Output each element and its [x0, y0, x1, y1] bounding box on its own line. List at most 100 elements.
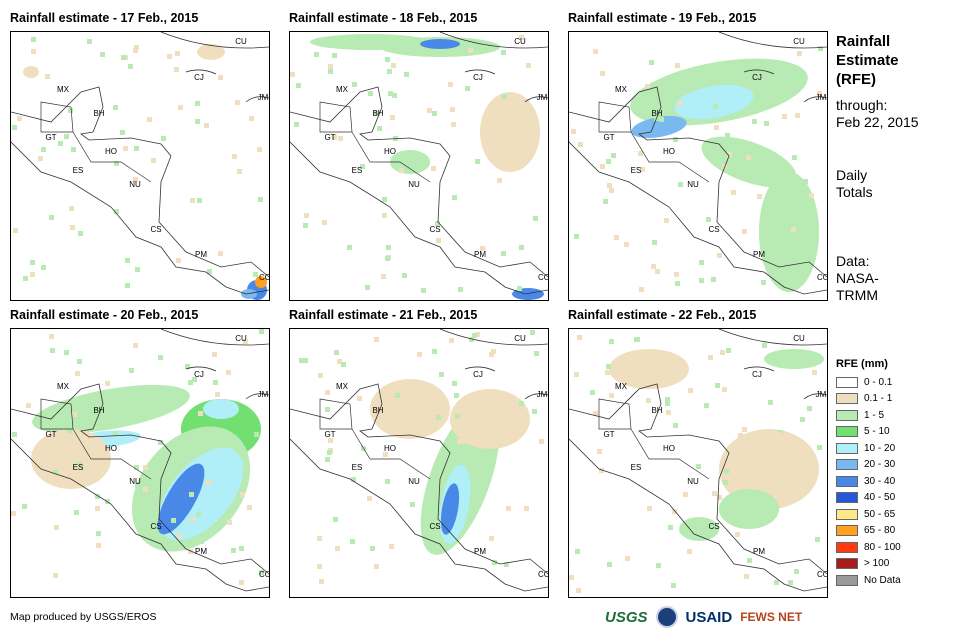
rainfall-pixel — [733, 144, 738, 149]
map-canvas: MX BH GT HO ES NU CS PM CO CU CJ JM — [569, 329, 827, 593]
country-label: NU — [687, 180, 699, 189]
rainfall-pixel — [519, 245, 524, 250]
rainfall-pixel — [712, 491, 717, 496]
rainfall-pixel — [699, 260, 704, 265]
rainfall-pixel — [668, 525, 673, 530]
rainfall-pixel — [177, 533, 182, 538]
country-label: JM — [537, 390, 548, 399]
rainfall-pixel — [134, 465, 139, 470]
rainfall-pixel — [12, 432, 17, 437]
rainfall-pixel — [143, 465, 148, 470]
rainfall-pixel — [792, 155, 797, 160]
rainfall-pixel — [450, 107, 455, 112]
doi-seal-icon — [655, 606, 678, 628]
rainfall-pixel — [382, 213, 387, 218]
legend-label: > 100 — [864, 558, 890, 570]
rainfall-pixel — [468, 517, 473, 522]
caribbean-coastline — [11, 383, 269, 575]
rainfall-pixel — [68, 108, 73, 113]
country-label: CS — [429, 225, 440, 234]
rainfall-pixel — [325, 457, 330, 462]
legend-item: No Data — [836, 572, 901, 589]
rainfall-pixel — [807, 406, 812, 411]
rainfall-pixel — [656, 563, 661, 568]
country-label: CO — [817, 273, 827, 282]
rainfall-pixel — [435, 221, 440, 226]
country-label: CJ — [752, 370, 762, 379]
rainfall-pixel — [374, 337, 379, 342]
rainfall-pixel — [171, 518, 176, 523]
rainfall-pixel — [638, 151, 643, 156]
rainfall-pixel — [723, 480, 728, 485]
rainfall-pixel — [158, 355, 163, 360]
map-canvas: MX BH GT HO ES NU CS PM CO CU CJ JM — [569, 32, 827, 295]
rainfall-pixel — [341, 362, 346, 367]
island-coastlines — [718, 329, 827, 400]
rainfall-pixel — [782, 114, 787, 119]
rainfall-pixel — [325, 390, 330, 395]
rainfall-pixel — [374, 564, 379, 569]
country-label: BH — [651, 406, 662, 415]
rainfall-pixel — [125, 283, 130, 288]
rainfall-pixel — [497, 178, 502, 183]
rainfall-pixel — [197, 198, 202, 203]
country-label: JM — [537, 93, 548, 102]
rainfall-pixel — [757, 194, 762, 199]
rainfall-pixel — [317, 536, 322, 541]
rainfall-pixel — [675, 63, 680, 68]
rainfall-pixel — [597, 449, 602, 454]
panel-title: Rainfall estimate - 19 Feb., 2015 — [568, 11, 757, 25]
rainfall-pixel — [683, 492, 688, 497]
legend-item: 5 - 10 — [836, 424, 901, 441]
rainfall-pixel — [533, 216, 538, 221]
rainfall-pixel — [133, 48, 138, 53]
rainfall-area — [197, 44, 225, 60]
rainfall-pixel — [190, 198, 195, 203]
map-canvas: MX BH GT HO ES NU CS PM CO CU CJ JM — [290, 32, 548, 300]
usgs-logo: USGS — [605, 609, 648, 626]
rainfall-pixel — [571, 129, 576, 134]
rainfall-pixel — [577, 335, 582, 340]
rainfall-pixel — [519, 401, 524, 406]
rainfall-map: MX BH GT HO ES NU CS PM CO CU CJ JM — [289, 31, 549, 301]
rainfall-area — [679, 517, 719, 541]
rainfall-area — [157, 463, 205, 535]
rainfall-pixel — [451, 122, 456, 127]
rainfall-pixel — [218, 251, 223, 256]
rainfall-pixel — [454, 393, 459, 398]
rainfall-pixel — [72, 412, 77, 417]
country-label: BH — [372, 406, 383, 415]
rainfall-pixel — [189, 492, 194, 497]
rainfall-pixel — [569, 575, 574, 580]
map-canvas: MX BH GT HO ES NU CS PM CO CU CJ JM — [11, 32, 269, 300]
rfe-legend: RFE (mm) 0 - 0.1 0.1 - 1 1 - 5 5 - 10 10 - 2… — [836, 358, 901, 589]
legend-swatch — [836, 442, 858, 454]
data-line: TRMM — [836, 287, 878, 303]
rainfall-pixel — [688, 388, 693, 393]
country-label: ES — [631, 463, 642, 472]
legend-swatch — [836, 376, 858, 388]
rainfall-pixel — [96, 543, 101, 548]
rainfall-pixel — [762, 343, 767, 348]
rainfall-pixel — [576, 588, 581, 593]
usgs-logo-text: USGS — [605, 608, 648, 626]
rainfall-pixel — [234, 438, 239, 443]
panel-title: Rainfall estimate - 17 Feb., 2015 — [10, 11, 199, 25]
rainfall-pixel — [386, 245, 391, 250]
rainfall-pixel — [54, 525, 59, 530]
rainfall-area — [609, 349, 689, 389]
legend-item: 10 - 20 — [836, 440, 901, 457]
rainfall-pixel — [532, 409, 537, 414]
rainfall-area — [370, 379, 450, 439]
rainfall-pixel — [347, 245, 352, 250]
rainfall-pixel — [123, 146, 128, 151]
rainfall-pixel — [524, 506, 529, 511]
rainfall-pixel — [190, 517, 195, 522]
rainfall-pixel — [390, 115, 395, 120]
rainfall-pixel — [206, 480, 211, 485]
rainfall-pixel — [125, 258, 130, 263]
rainfall-pixel — [449, 338, 454, 343]
rainfall-pixel — [614, 235, 619, 240]
rainfall-pixel — [530, 330, 535, 335]
rainfall-pixel — [77, 359, 82, 364]
